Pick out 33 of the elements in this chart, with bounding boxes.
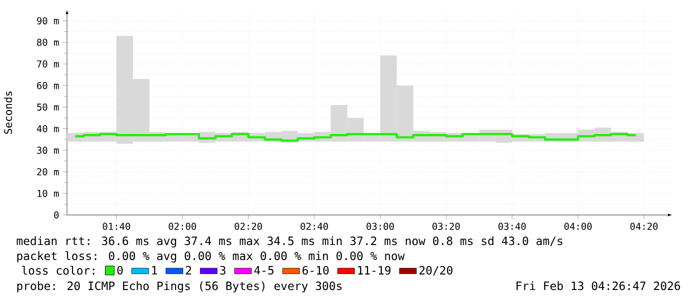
x-tick-label: 01:40: [102, 222, 130, 230]
x-tick-label: 02:40: [300, 222, 328, 230]
legend-label: 2: [186, 266, 192, 274]
text: probe: 20 ICMP Echo Pings (56 Bytes) every 300s: [17, 281, 342, 292]
text: Fri Feb 13 04:26:47 2026: [516, 281, 680, 290]
legend-label: 6-10: [302, 266, 329, 275]
y-tick-label: 20 m: [37, 168, 59, 176]
text: median rtt: 36.6 ms avg 37.4 ms max 34.5 ms min 37.2 ms now 0.8 ms sd 43.0 am/s: [16, 236, 562, 248]
y-tick-label: 40 m: [36, 125, 59, 132]
legend-label: 1: [152, 266, 157, 274]
y-tick-label: 90 m: [37, 17, 59, 24]
y-tick-label: 50 m: [37, 104, 59, 111]
x-tick-label: 04:20: [630, 222, 658, 230]
x-tick-label: 04:00: [564, 222, 592, 230]
legend-label: 20/20: [419, 266, 452, 276]
legend-label: 3: [220, 266, 226, 275]
legend-label: 4-5: [254, 266, 274, 275]
y-tick-label: 60 m: [37, 82, 59, 90]
legend-label: 11-19: [358, 266, 390, 275]
x-tick-label: 03:20: [432, 222, 460, 230]
y-axis-title: Seconds: [4, 92, 12, 134]
legend-title: loss color:: [22, 266, 94, 275]
text: packet loss: 0.00 % avg 0.00 % max 0.00 % min 0.00 % now: [17, 251, 405, 262]
y-tick-label: 70 m: [37, 60, 59, 68]
x-tick-label: 02:20: [234, 222, 262, 230]
y-tick-label: 10 m: [38, 190, 59, 198]
x-tick-label: 03:40: [498, 222, 526, 230]
x-tick-label: 02:00: [168, 222, 196, 230]
x-tick-label: 03:00: [366, 222, 394, 230]
legend-label: 0: [117, 266, 123, 275]
y-tick-label: 30 m: [37, 146, 59, 154]
y-tick-label: 0: [54, 211, 59, 219]
y-tick-label: 80 m: [37, 38, 59, 46]
